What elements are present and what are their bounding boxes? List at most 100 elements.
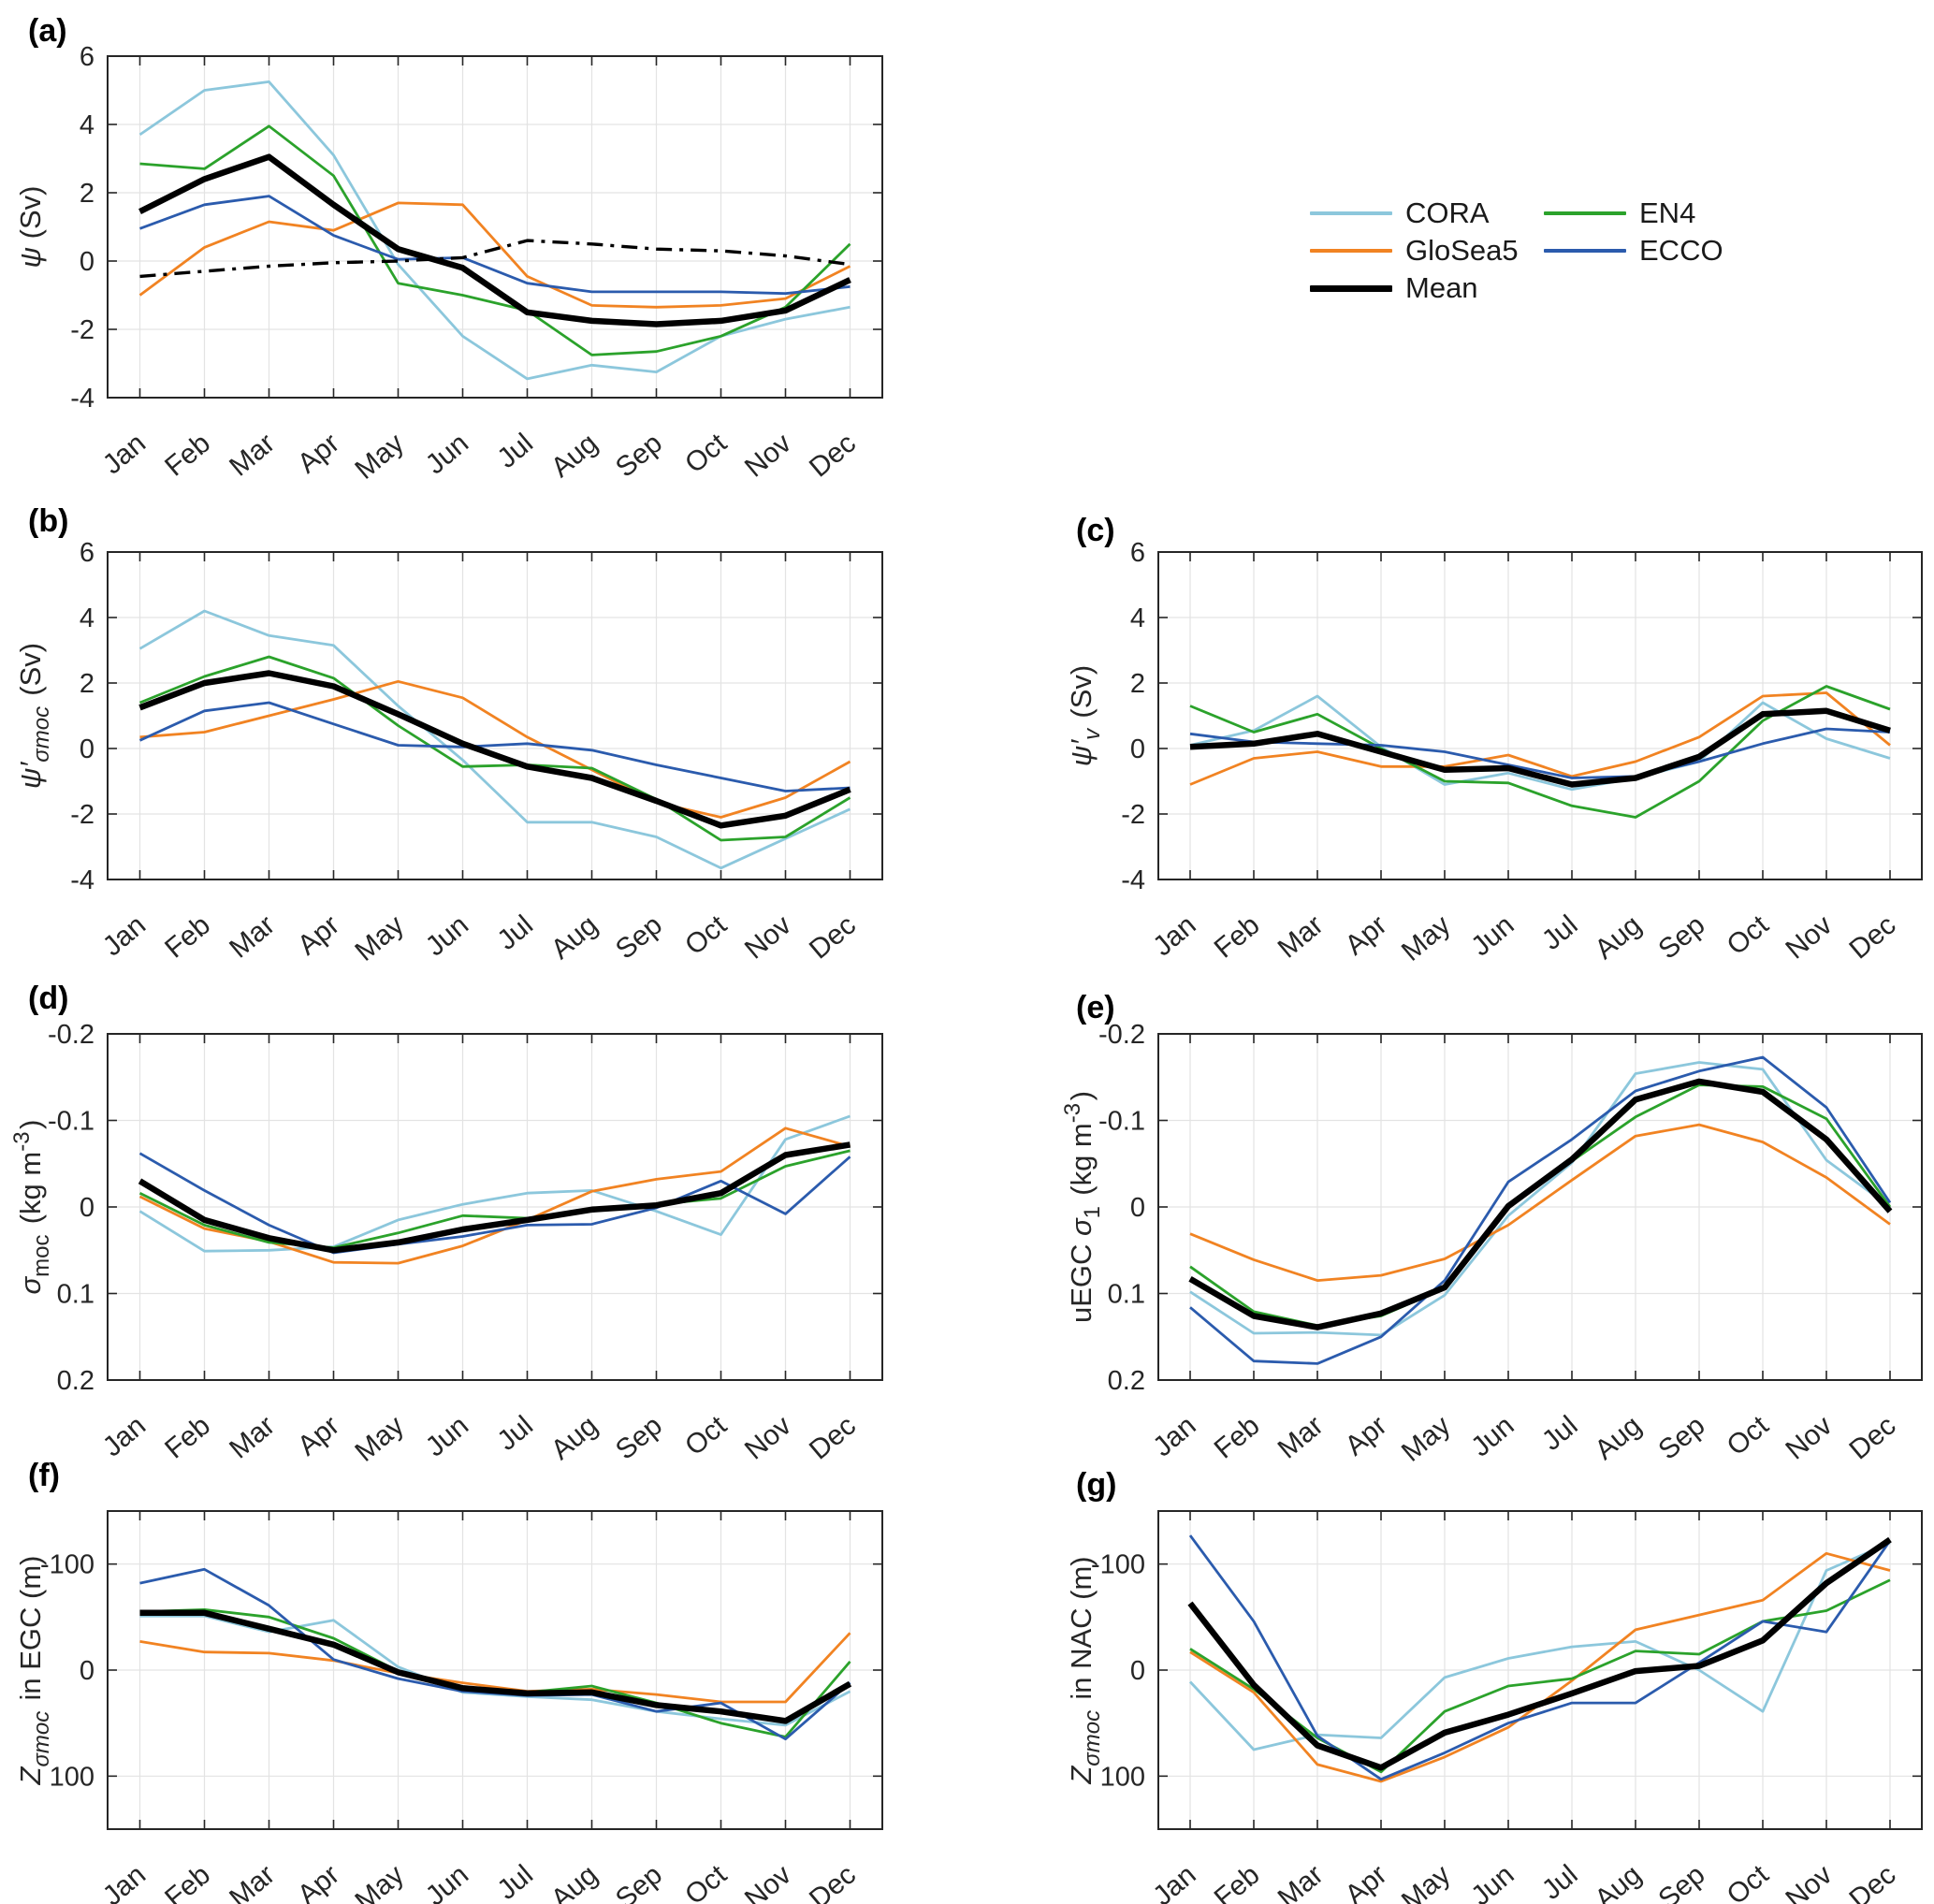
x-tick-label: Aug: [545, 909, 603, 966]
y-tick-label: 4: [80, 603, 95, 633]
x-tick-label: Jul: [1536, 1859, 1584, 1904]
x-tick-label: Dec: [1843, 909, 1901, 966]
panel-g: -100 0 100 Jan Feb Mar Apr May Jun Jul Aug Sep Oct No…: [1065, 1467, 1923, 1904]
panel-letter-a: (a): [28, 13, 67, 49]
y-axis-label: uEGC σ1 (kg m-3 ): [1060, 1091, 1105, 1323]
x-tick-label: Oct: [1722, 909, 1775, 962]
x-tick-label: May: [1396, 1859, 1457, 1904]
x-tick-label: Oct: [679, 1410, 733, 1462]
x-tick-label: Sep: [610, 909, 668, 966]
y-tick-label: -100: [40, 1550, 95, 1580]
y-tick-label: 4: [1130, 603, 1145, 633]
series-dash-dot-line: [139, 239, 851, 279]
legend-column-2: EN4 ECCO: [1544, 195, 1723, 269]
y-axis-label: Zσmoc in EGC (m): [14, 1556, 54, 1786]
x-tick-label: Oct: [679, 909, 733, 962]
x-tick-label: Feb: [1209, 1859, 1266, 1904]
x-tick-label: Sep: [610, 428, 668, 484]
y-tick-label: 2: [80, 669, 95, 699]
x-tick-label: Jul: [491, 1410, 539, 1457]
x-tick-label: Aug: [1589, 1410, 1647, 1466]
x-tick-label: Apr: [292, 428, 345, 479]
x-tick-label: Jul: [491, 1859, 539, 1904]
x-tick-label: Jun: [1465, 1859, 1520, 1904]
x-tick-label: Apr: [1340, 1410, 1393, 1461]
y-tick-label: 100: [50, 1762, 95, 1792]
x-tick-label: May: [349, 909, 410, 967]
x-tick-label: Mar: [1272, 1410, 1330, 1464]
x-tick-label: May: [349, 1410, 410, 1468]
x-tick-label: Jun: [1465, 909, 1520, 962]
series-cora-line: [138, 80, 851, 381]
panel-letter-c: (c): [1076, 513, 1115, 548]
mean-line-swatch: [1310, 284, 1392, 292]
x-tick-label: Mar: [224, 1410, 281, 1464]
series-ecco-line: [1188, 1534, 1892, 1781]
panel-f: -100 0 100 Jan Feb Mar Apr May Jun Jul Aug Sep Oct No…: [14, 1458, 883, 1904]
legend-item-cora: CORA: [1310, 195, 1519, 232]
y-tick-label: -4: [70, 865, 95, 895]
legend-column-1: CORA GloSea5 Mean: [1310, 195, 1519, 307]
series-glosea5-line: [139, 679, 851, 819]
x-tick-label: Feb: [1209, 909, 1266, 965]
x-tick-label: Mar: [224, 909, 281, 964]
x-tick-label: Aug: [1589, 909, 1647, 966]
cora-line-swatch: [1310, 211, 1392, 215]
y-tick-label: -100: [1091, 1550, 1145, 1580]
x-tick-label: Sep: [610, 1859, 668, 1904]
x-tick-label: May: [1396, 1410, 1457, 1468]
legend-item-mean: Mean: [1310, 269, 1519, 307]
series-en4-line: [139, 124, 851, 356]
y-tick-label: 6: [1130, 538, 1145, 568]
en4-line-swatch: [1544, 211, 1626, 215]
x-tick-label: Oct: [1722, 1859, 1775, 1904]
y-tick-label: 6: [80, 538, 95, 568]
y-tick-label: 0.1: [1108, 1280, 1145, 1310]
x-tick-label: Apr: [292, 1859, 345, 1904]
x-tick-label: Dec: [1843, 1859, 1901, 1904]
y-tick-label: 0.1: [57, 1280, 95, 1310]
x-tick-label: Nov: [739, 909, 797, 966]
x-tick-label: Jan: [1147, 1859, 1201, 1904]
x-tick-label: Sep: [1652, 1859, 1710, 1904]
y-tick-label: -0.2: [1098, 1020, 1145, 1050]
series-ecco-line: [138, 701, 851, 792]
x-tick-label: Aug: [545, 428, 603, 484]
x-tick-label: Jan: [97, 1410, 152, 1462]
axes-box: [107, 55, 883, 399]
x-tick-label: Nov: [739, 1859, 797, 1904]
y-tick-label: -2: [70, 315, 95, 345]
x-tick-label: Dec: [804, 1859, 862, 1904]
y-tick-label: 0.2: [1108, 1366, 1145, 1396]
plot-area: [108, 552, 882, 879]
y-tick-label: 0: [80, 1656, 95, 1686]
x-tick-label: Nov: [739, 428, 797, 484]
x-tick-label: Nov: [1780, 909, 1838, 966]
panel-letter-e: (e): [1076, 990, 1115, 1025]
x-tick-label: Aug: [545, 1410, 603, 1466]
legend-label: GloSea5: [1405, 234, 1519, 267]
series-cora-line: [138, 1114, 851, 1253]
y-tick-label: 0: [80, 247, 95, 277]
x-tick-label: Aug: [1589, 1859, 1647, 1904]
x-tick-label: Jan: [97, 1859, 152, 1904]
series-mean-line: [138, 1141, 851, 1254]
x-tick-label: Nov: [1780, 1410, 1838, 1466]
y-tick-label: -0.1: [1098, 1107, 1145, 1137]
y-tick-label: 0.2: [57, 1366, 95, 1396]
y-tick-label: 2: [1130, 669, 1145, 699]
x-tick-label: Jul: [1536, 909, 1584, 956]
panel-letter-f: (f): [28, 1458, 60, 1493]
y-tick-label: -2: [1121, 800, 1145, 830]
y-tick-label: -4: [70, 384, 95, 414]
axes-box: [1157, 551, 1923, 880]
series-mean-line: [138, 153, 851, 327]
series-glosea5-line: [1189, 691, 1891, 786]
x-tick-label: Sep: [610, 1410, 668, 1466]
x-tick-label: Jul: [491, 428, 539, 474]
series-mean-line: [138, 670, 851, 829]
